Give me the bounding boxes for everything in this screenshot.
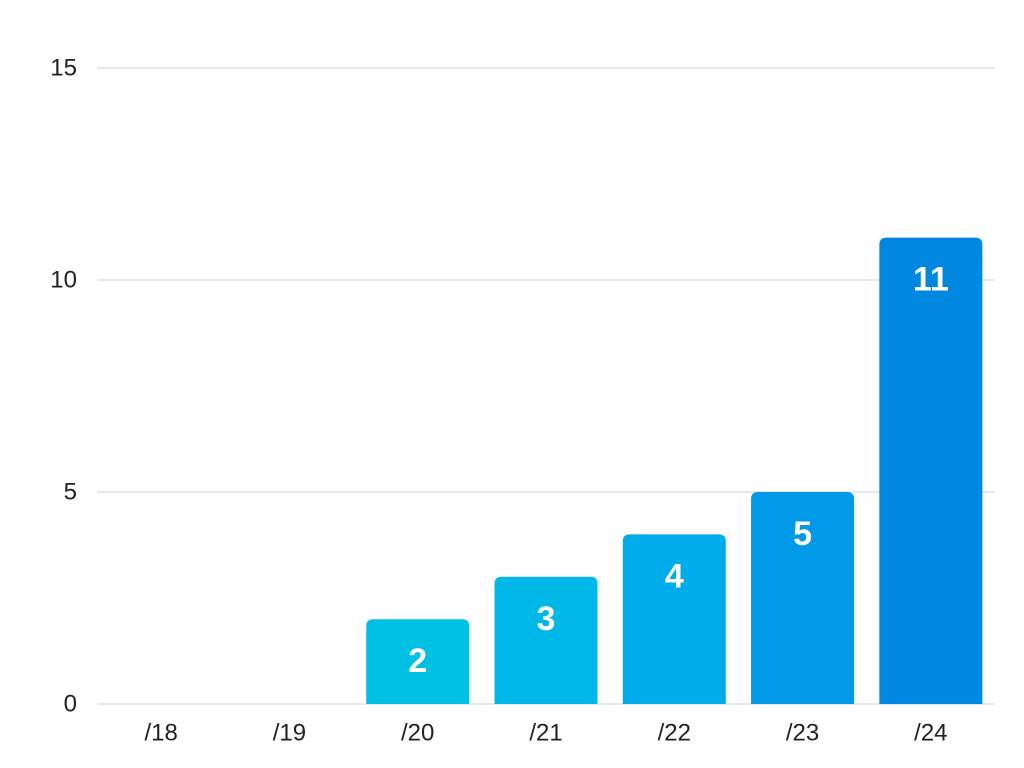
bar [751, 492, 855, 704]
bar [879, 237, 983, 704]
bar [622, 534, 726, 704]
y-axis: 0 5 10 15 [50, 55, 77, 718]
bar-value-label: 11 [913, 261, 949, 299]
y-tick-label: 15 [50, 55, 77, 82]
bar [494, 576, 598, 704]
x-tick-label: /19 [273, 720, 306, 747]
bar-value-label: 5 [793, 515, 812, 553]
y-tick-label: 0 [64, 691, 77, 718]
y-tick-label: 5 [64, 479, 77, 506]
x-tick-label: /21 [529, 720, 562, 747]
x-tick-label: /23 [786, 720, 819, 747]
x-tick-label: /20 [401, 720, 434, 747]
x-tick-label: /18 [144, 720, 177, 747]
bar-value-label: 4 [665, 557, 684, 595]
bars: 2 3 4 5 11 [366, 237, 983, 704]
bar [366, 619, 470, 704]
y-tick-label: 10 [50, 267, 77, 294]
x-tick-label: /24 [914, 720, 947, 747]
x-tick-label: /22 [658, 720, 691, 747]
x-axis: /18/19/20/21/22/23/24 [144, 720, 947, 747]
bar-value-label: 3 [537, 600, 556, 638]
bar-value-label: 2 [408, 642, 427, 680]
